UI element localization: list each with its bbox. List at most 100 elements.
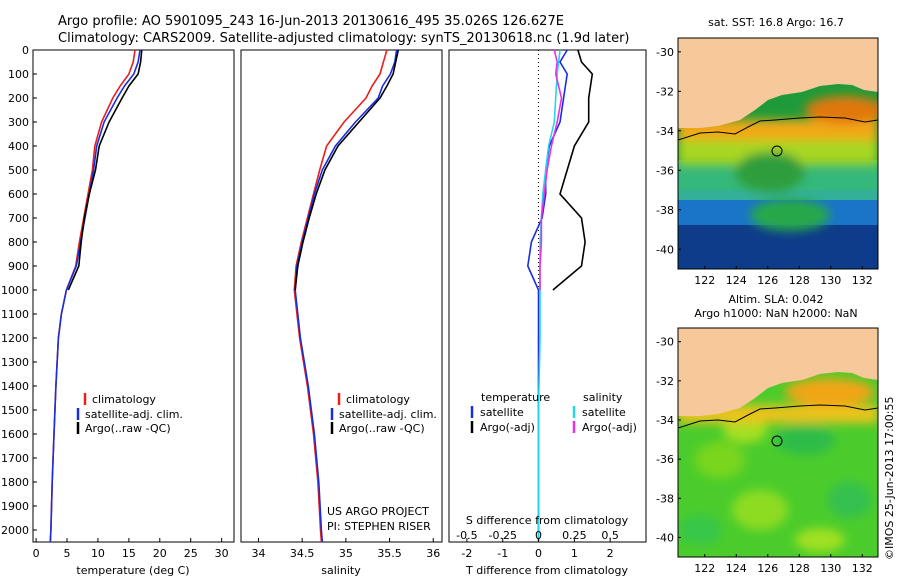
legend-label-satellite: satellite-adj. clim. xyxy=(339,408,437,421)
sla-map xyxy=(677,327,879,558)
x2-tick-label: 0.25 xyxy=(562,529,587,542)
sla-argo-marker xyxy=(771,435,783,447)
map-y-tick-label: -32 xyxy=(656,85,674,98)
sla-orange-blob xyxy=(785,378,875,406)
depth-tick-label: 600 xyxy=(8,188,29,201)
sla-map-title: Altim. SLA: 0.042 xyxy=(728,293,823,306)
depth-tick-label: 100 xyxy=(8,68,29,81)
depth-tick-label: 1200 xyxy=(1,332,29,345)
depth-tick-label: 500 xyxy=(8,164,29,177)
sla-map-frame xyxy=(677,327,879,558)
depth-tick-label: 1900 xyxy=(1,500,29,513)
map-x-tick-label: 122 xyxy=(694,562,715,575)
map-y-tick-label: -38 xyxy=(656,492,674,505)
legend-label-argo: Argo(..raw -QC) xyxy=(85,422,171,435)
x-tick-label: 10 xyxy=(91,547,105,560)
legend-heading-temperature: temperature xyxy=(481,391,550,404)
sst-orange-band xyxy=(678,120,878,140)
temperature-panel xyxy=(32,49,235,543)
sla-land xyxy=(678,328,878,416)
x-tick-label: 35.5 xyxy=(377,547,402,560)
x-tick-label: 2 xyxy=(607,547,614,560)
sla-blob xyxy=(678,515,722,545)
map-x-tick-label: 128 xyxy=(789,274,810,287)
series-line-salinity-2 xyxy=(294,49,400,291)
sst-map-frame xyxy=(677,37,879,270)
salinity-panel xyxy=(240,49,443,543)
x-tick-label: 15 xyxy=(122,547,136,560)
depth-tick-label: 700 xyxy=(8,212,29,225)
map-x-tick-label: 132 xyxy=(852,274,873,287)
legend-label-s-argo: Argo(-adj) xyxy=(582,421,637,434)
depth-tick-label: 1400 xyxy=(1,380,29,393)
series-line-difference-1 xyxy=(552,49,594,291)
sla-blob xyxy=(723,417,767,443)
t-diff-xlabel: T difference from climatology xyxy=(465,564,628,577)
x2-tick-label: 0 xyxy=(535,529,542,542)
depth-tick-label: 300 xyxy=(8,116,29,129)
legend-label-argo: Argo(..raw -QC) xyxy=(339,422,425,435)
x-tick-label: 20 xyxy=(153,547,167,560)
legend-heading-salinity: salinity xyxy=(583,391,623,404)
sst-argo-marker xyxy=(771,145,783,157)
depth-tick-label: 1100 xyxy=(1,308,29,321)
x2-tick-label: -0.5 xyxy=(456,529,477,542)
map-x-tick-label: 122 xyxy=(694,274,715,287)
map-y-tick-label: -38 xyxy=(656,204,674,217)
series-line-temperature-2 xyxy=(67,49,143,291)
depth-tick-label: 1600 xyxy=(1,428,29,441)
x-tick-label: 36 xyxy=(426,547,440,560)
depth-axis: 0 100 200 300 400 500 600 700 800 900 1000 1100 1200… xyxy=(1,44,37,537)
sla-shelf-contour xyxy=(678,404,878,429)
x-tick-label: 0 xyxy=(33,547,40,560)
map-y-tick-label: -40 xyxy=(656,531,674,544)
map-y-tick-label: -34 xyxy=(656,414,674,427)
sst-cold-band xyxy=(678,225,878,269)
depth-tick-label: 1500 xyxy=(1,404,29,417)
sst-shelf-contour xyxy=(678,116,878,141)
sla-blob xyxy=(695,442,745,478)
legend-label-t-satellite: satellite xyxy=(480,406,524,419)
legend-label-climatology: climatology xyxy=(92,393,156,406)
sst-map xyxy=(677,37,879,270)
map-x-tick-label: 124 xyxy=(726,274,747,287)
map-x-tick-label: 126 xyxy=(757,274,778,287)
project-pi: PI: STEPHEN RISER xyxy=(327,520,431,533)
map-x-tick-label: 130 xyxy=(820,274,841,287)
x-tick-label: 0 xyxy=(535,547,542,560)
sla-map-subtitle: Argo h1000: NaN h2000: NaN xyxy=(694,307,857,320)
x2-tick-label: -0.25 xyxy=(488,529,516,542)
sla-blob xyxy=(795,528,845,552)
map-x-tick-label: 130 xyxy=(820,562,841,575)
x-tick-label: 5 xyxy=(64,547,71,560)
x-tick-label: 34.5 xyxy=(290,547,315,560)
sla-blob xyxy=(828,482,872,518)
salinity-legend: climatology satellite-adj. clim. Argo(..… xyxy=(330,393,437,435)
sla-blob xyxy=(732,490,788,530)
depth-tick-label: 1800 xyxy=(1,476,29,489)
temperature-legend: climatology satellite-adj. clim. Argo(..… xyxy=(76,393,183,435)
sla-blob xyxy=(775,425,835,455)
difference-legend: temperature satellite Argo(-adj) salinit… xyxy=(470,391,637,434)
sst-green-eddy xyxy=(750,199,830,231)
sst-cool-eddy xyxy=(735,152,805,192)
s-diff-xlabel: S difference from climatology xyxy=(466,514,629,527)
figure-title-line1: Argo profile: AO 5901095_243 16-Jun-2013… xyxy=(58,14,564,29)
map-x-tick-label: 132 xyxy=(852,562,873,575)
map-x-tick-label: 124 xyxy=(726,562,747,575)
map-y-tick-label: -30 xyxy=(656,46,674,59)
series-line-difference-3 xyxy=(539,49,563,290)
depth-tick-label: 2000 xyxy=(1,524,29,537)
legend-label-s-satellite: satellite xyxy=(582,406,626,419)
map-y-tick-label: -30 xyxy=(656,336,674,349)
difference-panel xyxy=(448,49,647,543)
x-tick-label: 35 xyxy=(339,547,353,560)
map-y-tick-label: -36 xyxy=(656,453,674,466)
map-y-tick-label: -34 xyxy=(656,125,674,138)
x-tick-label: 34 xyxy=(251,547,265,560)
map-y-tick-label: -40 xyxy=(656,243,674,256)
x-tick-label: 1 xyxy=(571,547,578,560)
legend-label-climatology: climatology xyxy=(346,393,410,406)
depth-tick-label: 1000 xyxy=(1,284,29,297)
